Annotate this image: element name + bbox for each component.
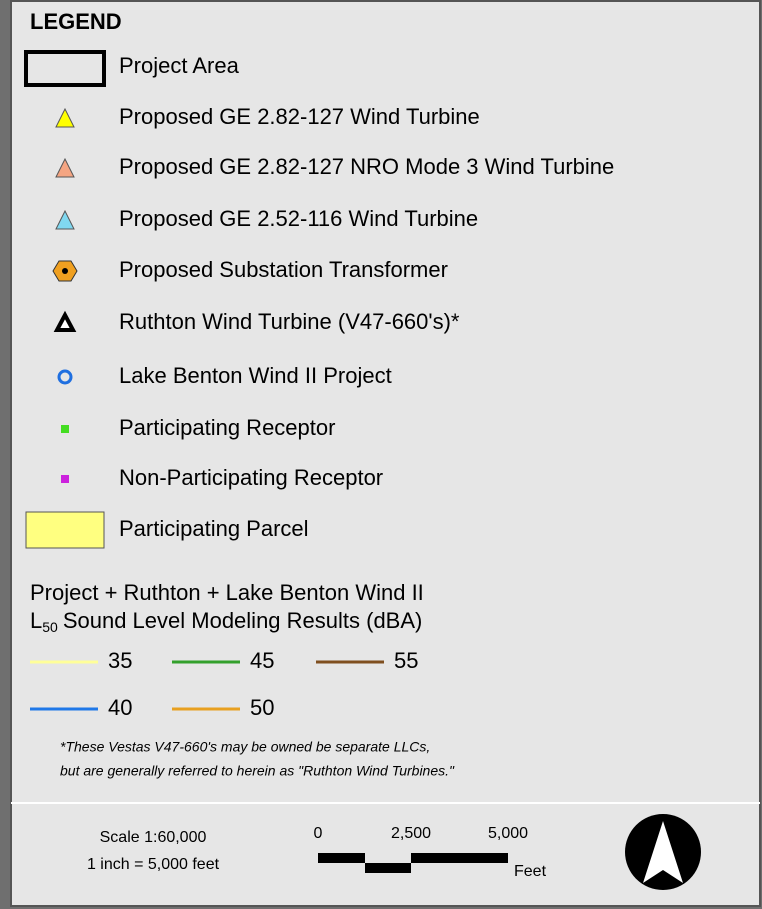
contour-label: 35 — [108, 648, 132, 673]
footnote: *These Vestas V47-660's may be owned be … — [60, 739, 430, 755]
legend-item-label: Proposed GE 2.82-127 NRO Mode 3 Wind Tur… — [119, 154, 614, 179]
panel-bg — [10, 0, 761, 907]
footnote: but are generally referred to herein as … — [60, 763, 455, 779]
scale-bar-segment — [411, 853, 508, 863]
legend-item-label: Non-Participating Receptor — [119, 465, 383, 490]
nro-turbine-icon — [55, 157, 75, 178]
scale-bar-label: 2,500 — [391, 825, 431, 842]
legend-item-label: Lake Benton Wind II Project — [119, 363, 392, 388]
contour-label: 45 — [250, 648, 274, 673]
project-area-icon — [24, 50, 106, 87]
participating-receptor-icon — [61, 425, 69, 433]
scale-bar-segment — [318, 853, 365, 863]
contour-label: 40 — [108, 695, 132, 720]
legend-item-label: Proposed GE 2.82-127 Wind Turbine — [119, 104, 480, 129]
north-arrow — [643, 821, 683, 883]
scale-bar-label: 5,000 — [488, 825, 528, 842]
scale-unit: Feet — [514, 863, 547, 880]
heading-symbol: L — [30, 608, 42, 633]
parcel-icon — [25, 511, 105, 549]
contour-heading-2: L50 Sound Level Modeling Results (dBA) — [30, 608, 422, 635]
heading-rest: Sound Level Modeling Results (dBA) — [63, 608, 423, 633]
scale-ratio: Scale 1:60,000 — [100, 829, 207, 846]
legend-title: LEGEND — [30, 9, 122, 34]
legend-item-label: Proposed Substation Transformer — [119, 257, 448, 282]
yellow-turbine-icon — [55, 107, 75, 128]
legend-item-label: Project Area — [119, 53, 240, 78]
scale-equivalence: 1 inch = 5,000 feet — [87, 856, 220, 873]
legend-item-label: Proposed GE 2.52-116 Wind Turbine — [119, 206, 478, 231]
contour-label: 55 — [394, 648, 418, 673]
scale-bar-segment — [365, 863, 411, 873]
heading-subscript: 50 — [42, 619, 58, 635]
ruthton-icon — [53, 310, 77, 332]
legend-item-label: Participating Receptor — [119, 415, 335, 440]
contour-heading: Project + Ruthton + Lake Benton Wind II — [30, 580, 424, 605]
contour-label: 50 — [250, 695, 274, 720]
substation-dot — [62, 268, 68, 274]
non-participating-receptor-icon — [61, 475, 69, 483]
blue-turbine-icon — [55, 209, 75, 230]
legend-item-label: Participating Parcel — [119, 516, 309, 541]
legend-item-label: Ruthton Wind Turbine (V47-660's)* — [119, 309, 460, 334]
lake-benton-icon — [57, 369, 73, 385]
scale-bar-label: 0 — [314, 825, 323, 842]
